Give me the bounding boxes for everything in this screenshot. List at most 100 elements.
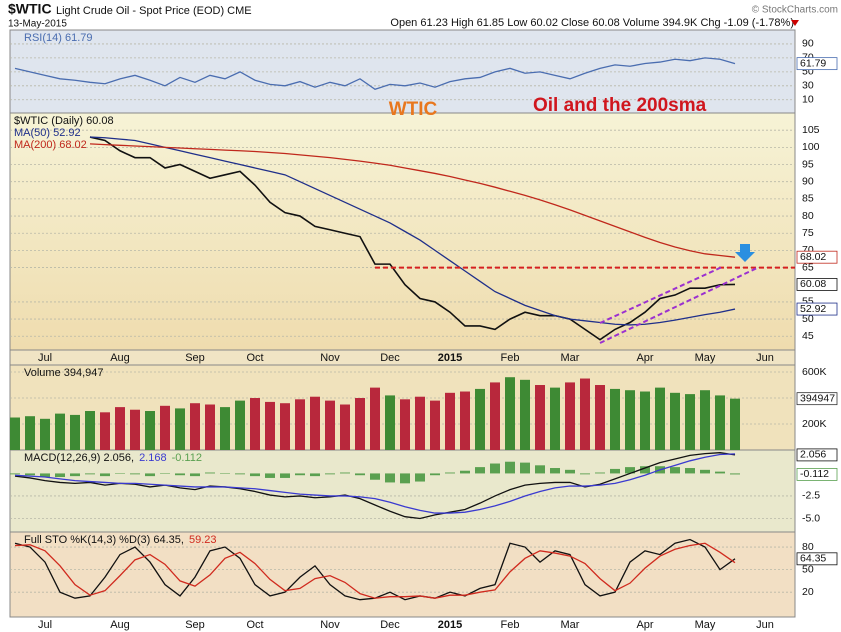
bar — [460, 470, 470, 474]
bar — [370, 473, 380, 480]
y-tick-label: -5.0 — [802, 512, 820, 524]
y-tick-label: 80 — [802, 541, 814, 553]
bar — [730, 398, 740, 450]
y-tick-label: 50 — [802, 563, 814, 575]
bar — [400, 399, 410, 450]
x-tick-label: Aug — [110, 619, 130, 631]
x-tick-label: Feb — [501, 352, 520, 364]
y-tick-label: 65 — [802, 261, 814, 273]
value-tag-label: 52.92 — [800, 303, 826, 315]
y-tick-label: 200K — [802, 418, 827, 430]
quote: Open 61.23 High 61.85 Low 60.02 Close 60… — [390, 17, 794, 29]
x-tick-label: Dec — [380, 619, 400, 631]
x-tick-label: Apr — [636, 352, 653, 364]
y-tick-label: 95 — [802, 158, 814, 170]
bar — [280, 473, 290, 478]
bar — [220, 407, 230, 450]
bar — [415, 396, 425, 450]
line — [14, 452, 736, 520]
y-tick-label: 45 — [802, 330, 814, 342]
y-tick-label: 10 — [802, 94, 814, 106]
bar — [115, 473, 125, 474]
bar — [640, 391, 650, 450]
bar — [550, 468, 560, 474]
y-tick-label: 20 — [802, 586, 814, 598]
bar — [655, 387, 665, 450]
value-tag-label: 60.08 — [800, 278, 826, 290]
bar — [685, 468, 695, 474]
bar — [535, 385, 545, 450]
value-tag — [796, 57, 838, 71]
bar — [265, 401, 275, 450]
y-tick-label: 600K — [802, 366, 827, 378]
legend-entry: $WTIC (Daily) 60.08 — [14, 115, 114, 127]
bar — [130, 473, 140, 475]
bar — [100, 412, 110, 450]
bar — [340, 472, 350, 474]
y-tick-label: 75 — [802, 227, 814, 239]
x-tick-label: Feb — [501, 619, 520, 631]
bar — [355, 473, 365, 476]
bar — [610, 468, 620, 474]
bar — [550, 387, 560, 450]
bar — [730, 473, 740, 475]
y-tick-label: 90 — [802, 38, 814, 50]
annotation: WTIC — [389, 99, 438, 120]
value-tag-label: -0.112 — [800, 468, 829, 480]
y-tick-label: -2.5 — [802, 490, 820, 502]
x-tick-label: Oct — [246, 619, 263, 631]
bar — [520, 379, 530, 450]
bar — [55, 473, 65, 478]
bar — [685, 394, 695, 450]
bar — [205, 472, 215, 474]
bar — [715, 471, 725, 474]
bar — [295, 473, 305, 476]
panel — [10, 43, 795, 101]
bar — [700, 469, 710, 474]
bar — [175, 473, 185, 476]
bar — [160, 405, 170, 450]
bar — [55, 413, 65, 450]
x-tick-label: Dec — [380, 352, 400, 364]
bar — [175, 408, 185, 450]
bar — [610, 388, 620, 450]
bar — [430, 473, 440, 476]
y-tick-label: 80 — [802, 210, 814, 222]
bar — [505, 377, 515, 450]
line — [14, 542, 736, 599]
legend-entry: 59.23 — [189, 534, 217, 546]
line — [89, 136, 736, 341]
y-tick-label: 50 — [802, 66, 814, 78]
value-tag-label: 64.35 — [800, 553, 826, 565]
y-tick-label: 70 — [802, 244, 814, 256]
bar — [325, 473, 335, 475]
instrument-name: Light Crude Oil - Spot Price (EOD) CME — [56, 5, 252, 17]
legend-entry: Full STO %K(14,3) %D(3) 64.35, — [24, 534, 184, 546]
bar — [130, 409, 140, 450]
bar — [430, 400, 440, 450]
bar — [640, 466, 650, 474]
bar — [475, 388, 485, 450]
x-tick-label: Sep — [185, 352, 205, 364]
bar — [595, 385, 605, 450]
bar — [70, 414, 80, 450]
value-tag — [796, 448, 838, 462]
bar — [385, 395, 395, 450]
bar — [250, 398, 260, 450]
value-tag-label: 394947 — [800, 392, 835, 404]
x-tick-label: Mar — [561, 619, 580, 631]
bar — [520, 462, 530, 474]
channel-line — [599, 266, 723, 324]
bar — [490, 382, 500, 450]
bar — [10, 417, 20, 450]
value-tag — [796, 302, 838, 316]
bar — [160, 473, 170, 474]
value-tag — [796, 278, 838, 291]
y-tick-label: 105 — [802, 124, 820, 136]
bar — [400, 473, 410, 484]
bar — [625, 390, 635, 450]
bar — [670, 392, 680, 450]
bar — [670, 467, 680, 474]
symbol: $WTIC — [8, 1, 52, 17]
